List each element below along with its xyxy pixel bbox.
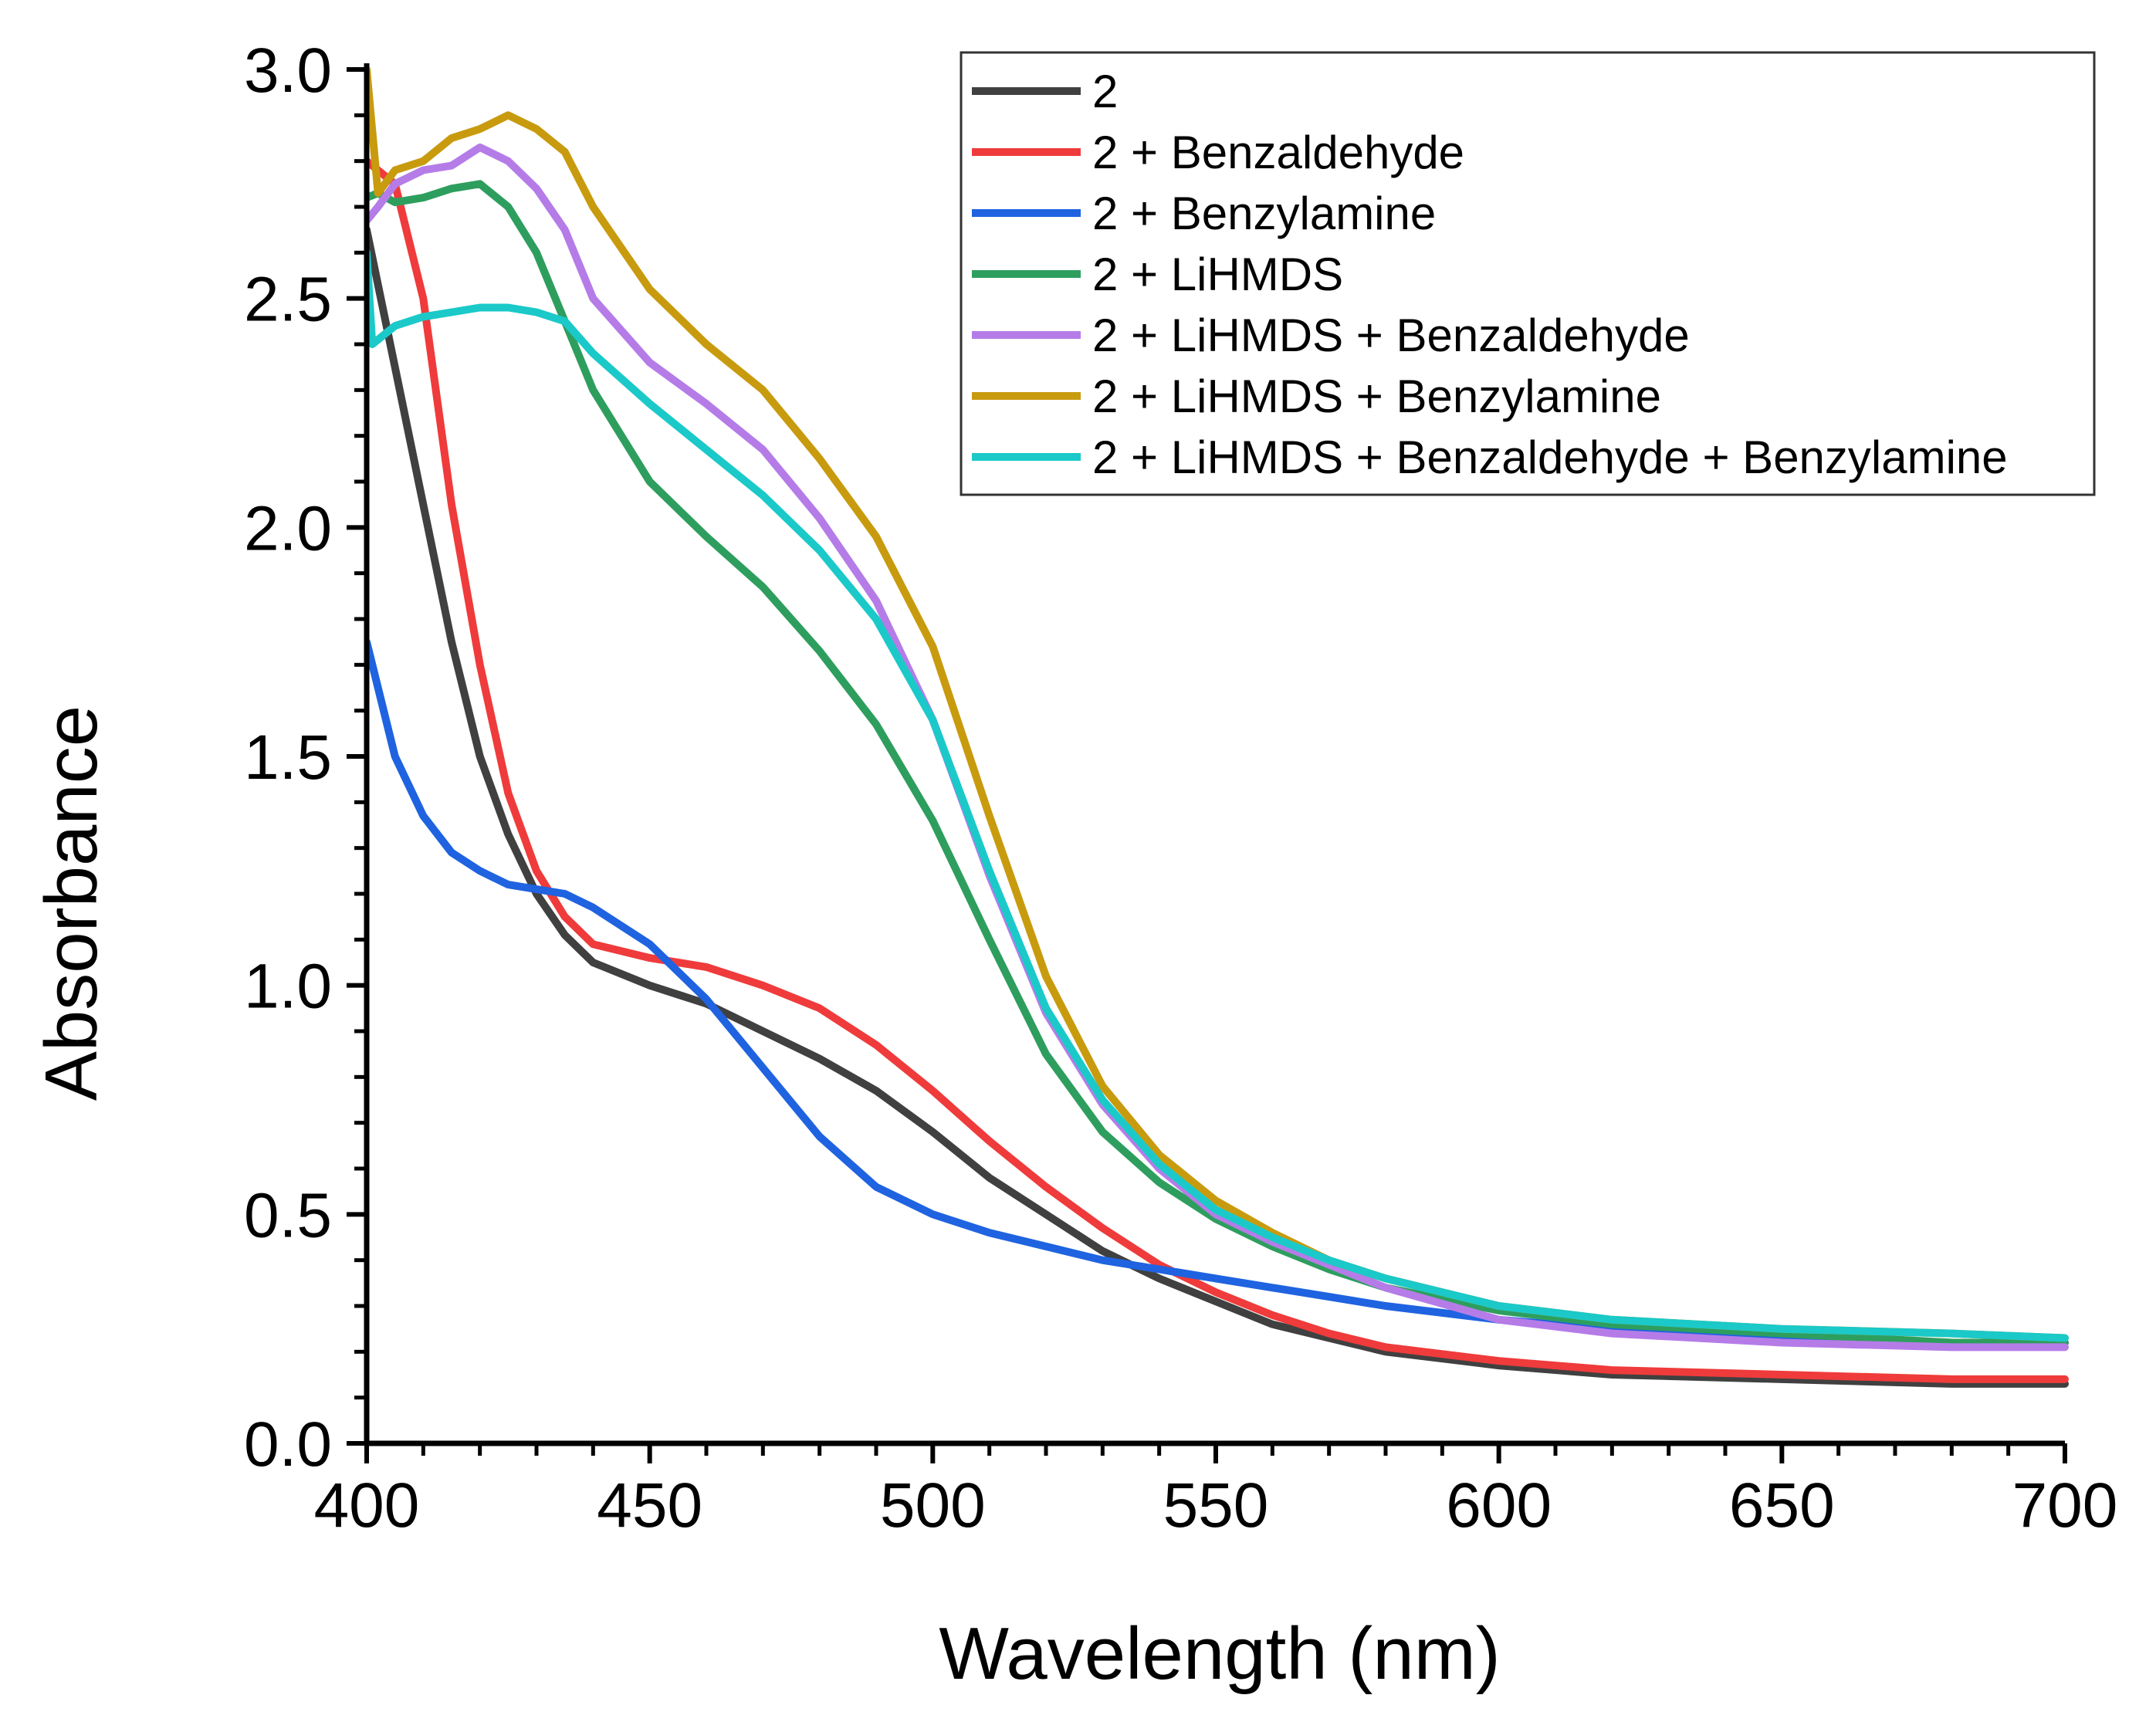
y-tick-label: 2.0 (244, 493, 332, 563)
y-tick-label: 2.5 (244, 265, 332, 335)
series-line-3 (367, 638, 2069, 1347)
x-tick-label: 600 (1446, 1470, 1552, 1541)
y-tick-label: 0.5 (244, 1180, 332, 1250)
x-tick-label: 550 (1163, 1470, 1269, 1541)
x-axis-title: Wavelength (nm) (939, 1612, 1500, 1695)
y-tick-label: 0.0 (244, 1409, 332, 1480)
legend-label-3: 2 + Benzylamine (1092, 188, 1436, 239)
x-tick-label: 450 (597, 1470, 702, 1541)
x-tick-label: 650 (1729, 1470, 1835, 1541)
legend-label-7: 2 + LiHMDS + Benzaldehyde + Benzylamine (1092, 431, 2008, 483)
x-tick-label: 500 (880, 1470, 986, 1541)
legend-label-5: 2 + LiHMDS + Benzaldehyde (1092, 310, 1690, 361)
series-line-5 (367, 143, 2069, 1352)
legend-box (960, 51, 2096, 496)
y-tick-label: 1.5 (244, 722, 332, 793)
legend-label-4: 2 + LiHMDS (1092, 249, 1343, 300)
y-tick-label: 1.0 (244, 952, 332, 1022)
y-tick-label: 3.0 (244, 36, 332, 106)
series-line-1 (367, 225, 2069, 1388)
series-layer (367, 66, 2069, 1388)
series-line-7 (367, 249, 2069, 1342)
legend-label-2: 2 + Benzaldehyde (1092, 127, 1464, 178)
ticks-layer: 400 450 500 550 600 650 700 0.0 0.5 1.0 1.5 2.0 2.5 3… (244, 36, 2117, 1541)
legend-label-6: 2 + LiHMDS + Benzylamine (1092, 370, 1661, 422)
legend: 2 2 + Benzaldehyde 2 + Benzylamine 2 + LiHM… (960, 51, 2096, 496)
series-line-2 (367, 157, 2069, 1383)
x-tick-label: 700 (2012, 1470, 2118, 1541)
x-tick-label: 400 (314, 1470, 420, 1541)
legend-label-1: 2 (1092, 66, 1118, 117)
y-axis-title: Absorbance (30, 705, 113, 1101)
